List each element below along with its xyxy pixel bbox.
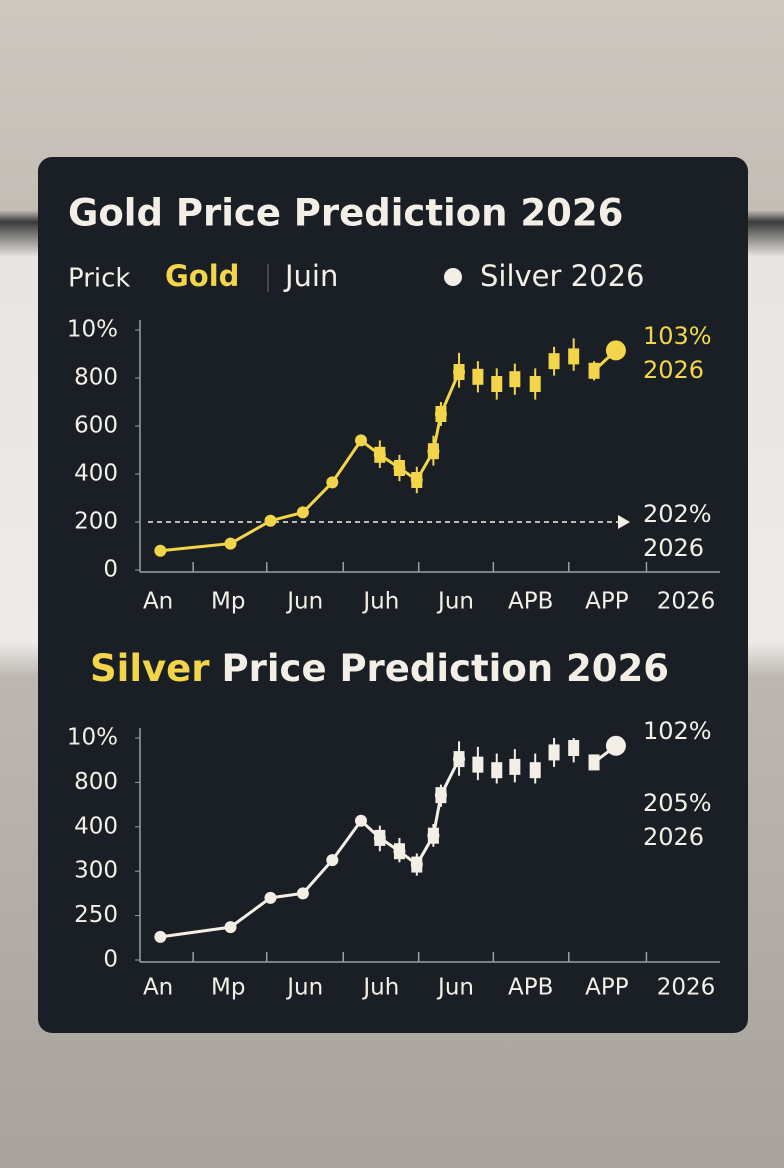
- point: [264, 891, 277, 904]
- y-tick-label: 400: [74, 813, 118, 839]
- point: [326, 476, 339, 489]
- x-tick-label: APP: [585, 975, 629, 1001]
- y-tick-label: 800: [74, 365, 118, 391]
- end-marker: [605, 735, 626, 756]
- candle-body: [548, 744, 560, 761]
- y-tick-label: 300: [74, 858, 118, 884]
- candle-body: [435, 406, 447, 422]
- candle-body: [509, 758, 521, 775]
- x-tick-label: APB: [508, 975, 553, 1001]
- candle-body: [529, 762, 541, 779]
- y-tick-label: 10%: [67, 725, 118, 751]
- y-tick-label: 10%: [67, 317, 118, 343]
- candle-body: [472, 368, 484, 385]
- annotation: 102%: [643, 717, 712, 745]
- silver-title: Silver Price Prediction 2026: [90, 647, 669, 690]
- legend-label: Silver 2026: [480, 259, 644, 293]
- legend-label: Juin: [283, 259, 338, 293]
- candle-body: [374, 829, 386, 846]
- x-tick-label: Jun: [436, 975, 474, 1001]
- point: [154, 544, 167, 557]
- point: [354, 434, 367, 447]
- x-tick-label: 2026: [657, 975, 716, 1001]
- y-tick-label: 0: [103, 947, 118, 973]
- candle-body: [374, 446, 386, 463]
- candle-body: [509, 371, 521, 388]
- annotation: 202%: [643, 500, 712, 528]
- point: [224, 537, 237, 550]
- annotation: 2026: [643, 356, 704, 384]
- candle-body: [453, 751, 465, 768]
- candle-body: [548, 353, 560, 370]
- legend-label: Gold: [165, 259, 239, 293]
- title-highlight: Silver: [90, 647, 210, 690]
- x-tick-label: An: [143, 589, 173, 615]
- x-tick-label: Mp: [211, 975, 245, 1001]
- candle-body: [568, 739, 580, 756]
- point: [224, 921, 237, 934]
- y-tick-label: 200: [74, 509, 118, 535]
- x-tick-label: Juh: [361, 589, 399, 615]
- annotation: 2026: [643, 823, 704, 851]
- gold-title: Gold Price Prediction 2026: [68, 192, 623, 235]
- candle-body: [568, 348, 580, 365]
- x-tick-label: APB: [508, 589, 553, 615]
- y-tick-label: 0: [103, 557, 118, 583]
- x-tick-label: Juh: [361, 975, 399, 1001]
- x-tick-label: APP: [585, 589, 629, 615]
- x-tick-label: Jun: [285, 589, 323, 615]
- candle-body: [393, 460, 405, 476]
- x-tick-label: Jun: [436, 589, 474, 615]
- x-tick-label: Jun: [285, 975, 323, 1001]
- x-tick-label: An: [143, 975, 173, 1001]
- legend-label: Prick: [68, 264, 131, 294]
- candle-body: [453, 364, 465, 380]
- reference-arrow: [618, 515, 630, 529]
- point: [264, 514, 277, 527]
- point: [354, 814, 367, 827]
- point: [154, 930, 167, 943]
- point: [296, 506, 309, 519]
- y-tick-label: 600: [74, 413, 118, 439]
- annotation: 103%: [643, 322, 712, 350]
- candle-body: [472, 756, 484, 773]
- candle-body: [393, 843, 405, 860]
- candle-body: [491, 762, 503, 779]
- candle-body: [411, 856, 423, 873]
- annotation: 2026: [643, 534, 704, 562]
- y-tick-label: 400: [74, 461, 118, 487]
- point: [326, 854, 339, 867]
- annotation: 205%: [643, 789, 712, 817]
- card: [38, 157, 748, 1033]
- candle-body: [491, 376, 503, 392]
- candle-body: [411, 472, 423, 488]
- candle-body: [529, 376, 541, 392]
- x-tick-label: Mp: [211, 589, 245, 615]
- y-tick-label: 250: [74, 902, 118, 928]
- end-marker: [605, 340, 626, 361]
- title-text: Price Prediction 2026: [221, 647, 669, 690]
- x-tick-label: 2026: [657, 589, 716, 615]
- candle-body: [427, 827, 439, 844]
- point: [296, 887, 309, 900]
- candle-body: [435, 787, 447, 804]
- candle-body: [427, 443, 439, 460]
- y-tick-label: 800: [74, 769, 118, 795]
- legend-dot: [444, 268, 462, 286]
